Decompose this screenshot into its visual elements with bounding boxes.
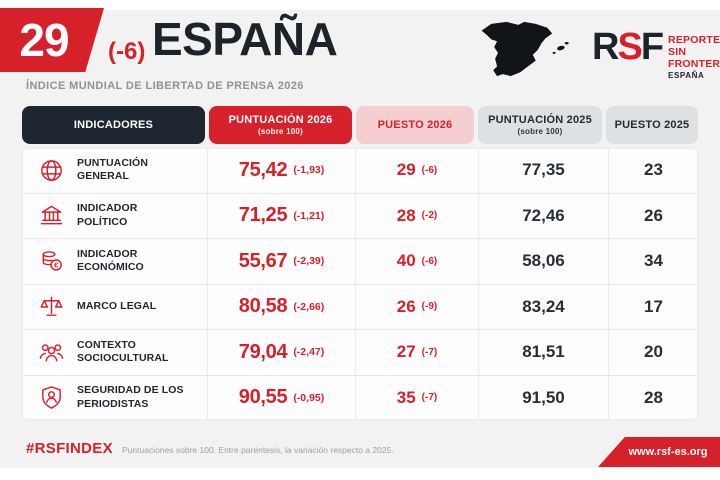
rank-change: (-6) [421,164,438,176]
rank-2026: 27 [396,342,416,362]
score-2026: 79,04 [238,340,288,363]
rsf-logo-text: REPORTEROS SIN FRONTERAS ESPAÑA [668,34,720,80]
shield-icon [42,386,61,410]
score-change: (-2,66) [293,300,325,313]
logo-line-reporteros: REPORTEROS [668,34,720,46]
page-title: ESPAÑA [152,13,338,65]
score-change: (-2,47) [293,346,325,359]
rank-change: (-2) [421,210,438,222]
score-change: (-1,21) [293,209,325,222]
rank-2025: 28 [644,387,663,407]
logo-line-sinfronteras: SIN FRONTERAS [668,46,720,71]
table-row: € INDICADOR ECONÓMICO 55,67 (-2,39) 40 (-6… [22,238,698,284]
rank-number: 29 [19,14,69,66]
indicator-label: SEGURIDAD DE LOS PERIODISTAS [77,384,184,410]
table-row: PUNTUACIÓN GENERAL 75,42 (-1,93) 29 (-6) 7… [22,148,698,193]
indicator-label: CONTEXTO SOCIOCULTURAL [77,338,169,365]
column-header-puesto-2026: PUESTO 2026 [356,106,474,144]
rsf-logo-letters: RSF [592,26,664,68]
coins-icon: € [42,250,62,271]
column-header-puesto-2025: PUESTO 2025 [606,106,698,144]
rank-change: (-6) [421,255,438,267]
bank-icon [40,205,63,225]
score-change: (-0,95) [293,391,325,404]
table-row: CONTEXTO SOCIOCULTURAL 79,04 (-2,47) 27 (-… [22,329,698,375]
rank-2026: 28 [396,205,416,225]
score-change: (-1,93) [293,164,325,177]
indicator-label: INDICADOR POLÍTICO [77,202,138,228]
table-row: MARCO LEGAL 80,58 (-2,66) 26 (-9) 83,24 17 [22,283,698,329]
score-2025: 77,35 [522,160,565,180]
score-2026: 55,67 [238,249,288,272]
score-2026: 75,42 [238,158,288,181]
table-row: INDICADOR POLÍTICO 71,25 (-1,21) 28 (-2) 7… [22,192,698,238]
score-2025: 81,51 [522,342,565,362]
score-2025: 91,50 [522,387,565,407]
indicators-table: PUNTUACIÓN GENERAL 75,42 (-1,93) 29 (-6) 7… [22,148,698,420]
score-2025: 72,46 [522,205,565,225]
rank-change: (-7) [421,346,438,358]
rank-change: (-6) [108,38,146,65]
rank-change: (-9) [421,301,438,313]
scales-icon [40,296,63,317]
rank-2026: 29 [396,160,416,180]
rank-2025: 20 [644,342,663,362]
rank-2025: 26 [644,205,663,225]
rank-badge: 29 [0,8,104,72]
rank-change: (-7) [421,392,438,404]
column-header-puntuacion-2025: PUNTUACIÓN 2025 (sobre 100) [478,106,602,144]
table-row: SEGURIDAD DE LOS PERIODISTAS 90,55 (-0,95… [22,374,698,420]
rank-2026: 26 [396,296,416,316]
people-icon [39,344,64,362]
score-change: (-2,39) [293,255,325,268]
footnote: Puntuaciones sobre 100. Entre paréntesis… [122,445,394,455]
score-2025: 58,06 [522,251,565,271]
website-url: www.rsf-es.org [628,446,708,458]
spain-map-icon [481,21,569,77]
rank-2025: 23 [644,160,663,180]
website-ribbon: www.rsf-es.org [598,437,720,467]
indicator-label: MARCO LEGAL [77,299,157,312]
score-2026: 80,58 [238,295,288,318]
rank-2025: 17 [644,296,663,316]
hashtag-label: #RSFINDEX [26,440,113,457]
score-2026: 71,25 [238,204,288,227]
rank-2026: 35 [396,387,416,407]
globe-icon [41,159,62,181]
rank-2026: 40 [396,251,416,271]
rank-2025: 34 [644,251,663,271]
logo-line-espana: ESPAÑA [668,71,705,81]
column-header-puntuacion-2026: PUNTUACIÓN 2026 (sobre 100) [209,106,352,144]
indicator-label: PUNTUACIÓN GENERAL [77,156,148,183]
indicator-label: INDICADOR ECONÓMICO [77,247,144,274]
column-header-indicadores: INDICADORES [22,106,205,144]
score-2026: 90,55 [238,386,288,409]
index-subtitle: ÍNDICE MUNDIAL DE LIBERTAD DE PRENSA 202… [26,80,304,92]
rsf-logo: RSF REPORTEROS SIN FRONTERAS ESPAÑA [592,28,720,80]
svg-text:€: € [54,260,58,269]
score-2025: 83,24 [522,296,565,316]
